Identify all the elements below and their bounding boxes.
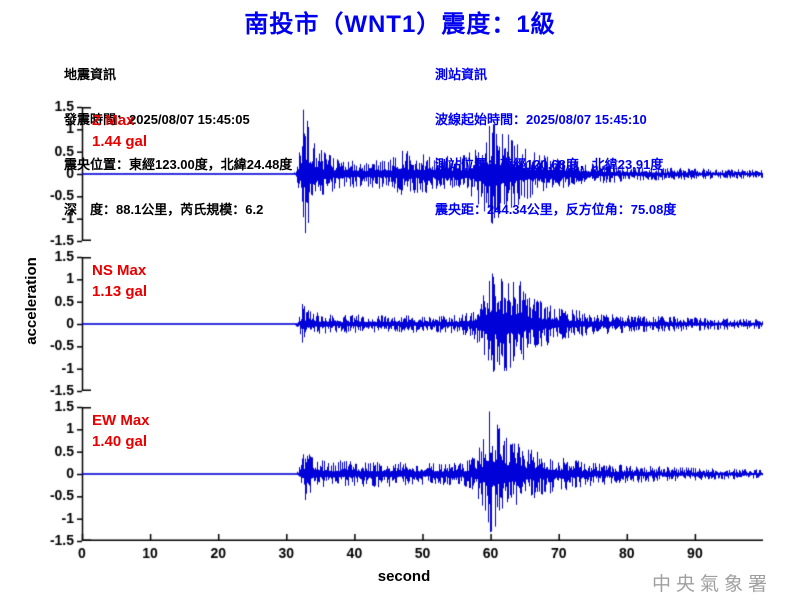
agency-watermark: 中央氣象署	[652, 573, 773, 595]
max-annotation-ns-value: 1.13 gal	[92, 283, 148, 300]
page-title: 南投市（WNT1）震度：1級	[244, 11, 556, 38]
max-annotation-ew: EW Max 1.40 gal	[92, 410, 150, 452]
trace-panel-z	[40, 98, 764, 250]
trace-panel-ew	[40, 398, 764, 598]
max-annotation-ew-value: 1.40 gal	[92, 433, 148, 450]
max-annotation-ew-channel: EW Max	[92, 412, 150, 429]
station-info-heading: 測站資訊	[435, 67, 488, 82]
trace-panel-ns	[40, 248, 764, 400]
y-axis-label: acceleration	[23, 257, 40, 345]
max-annotation-ns: NS Max 1.13 gal	[92, 260, 147, 302]
max-annotation-z: Z Max 1.44 gal	[92, 110, 147, 152]
x-axis-label: second	[377, 568, 431, 585]
event-info-heading: 地震資訊	[64, 67, 117, 82]
max-annotation-ns-channel: NS Max	[92, 262, 147, 279]
max-annotation-z-value: 1.44 gal	[92, 133, 148, 150]
max-annotation-z-channel: Z Max	[92, 112, 135, 129]
